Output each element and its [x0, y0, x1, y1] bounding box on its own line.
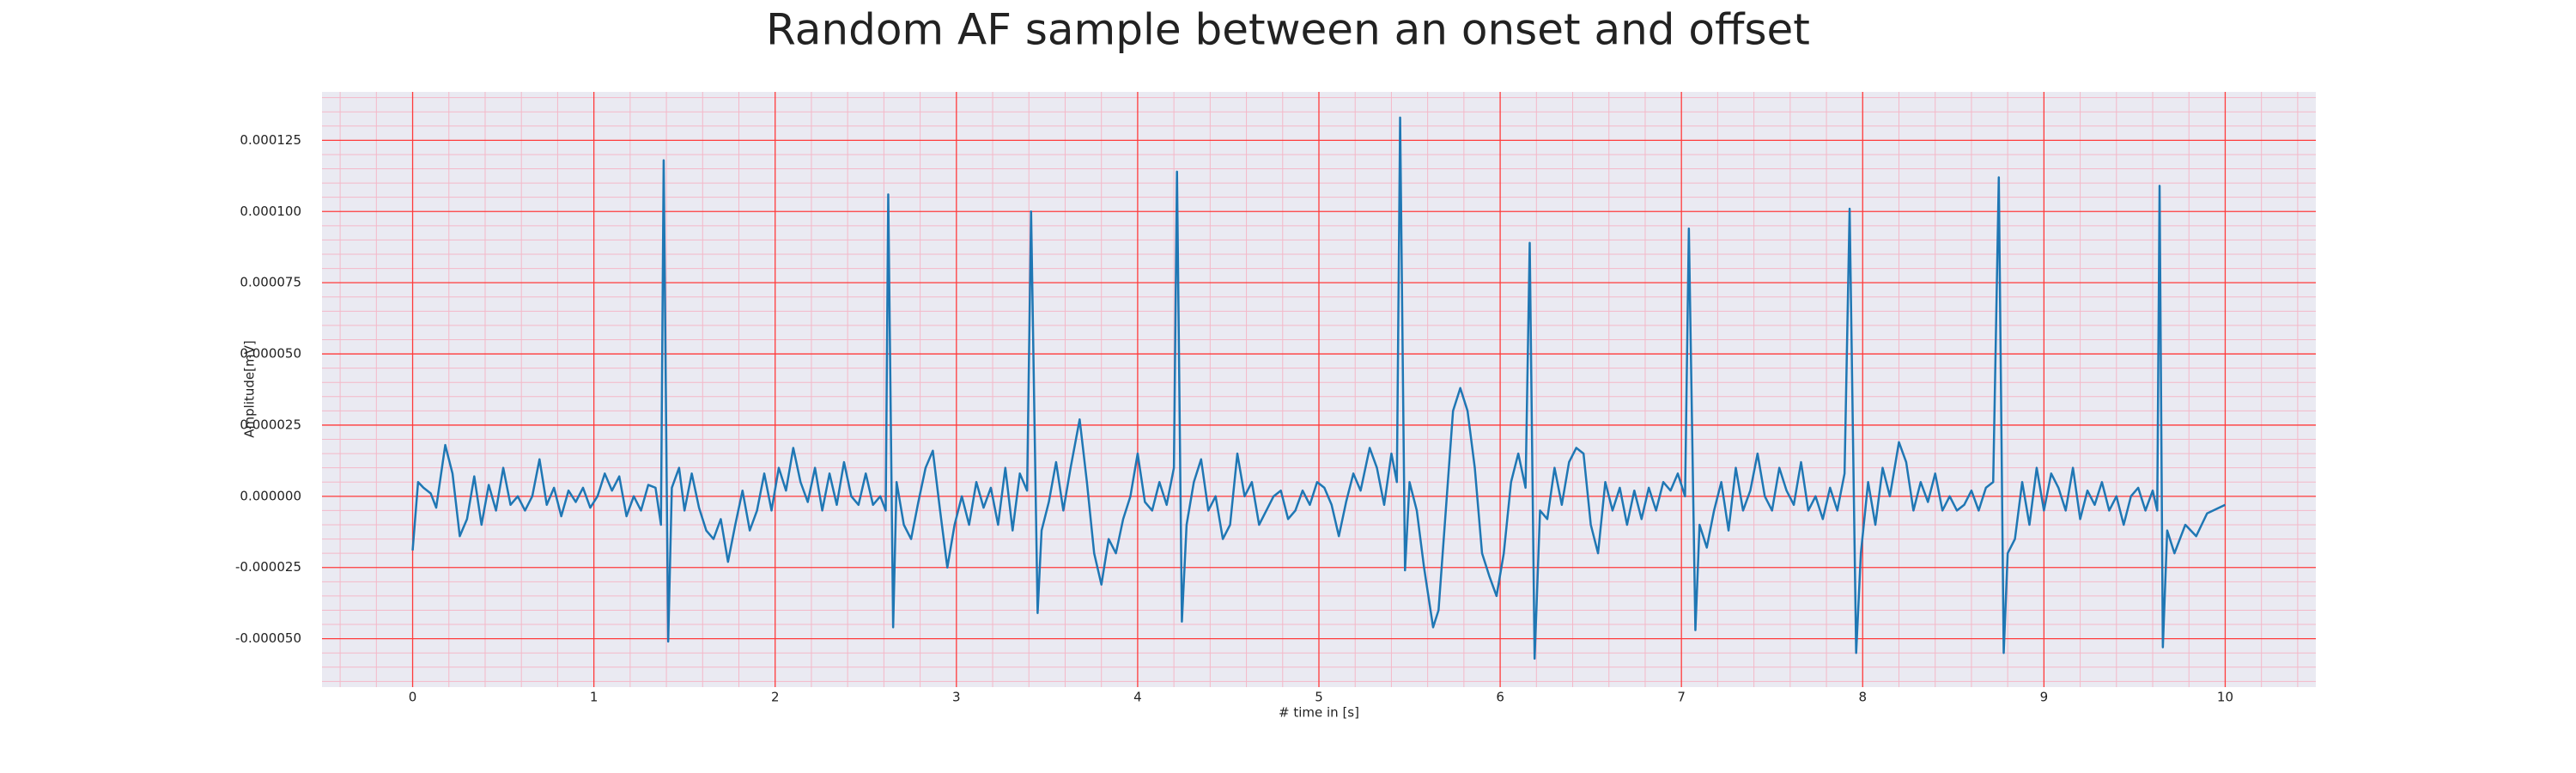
y-tick-label: 0.000050 — [240, 346, 301, 362]
x-tick-label: 1 — [590, 690, 598, 705]
y-tick-label: 0.000000 — [240, 488, 301, 503]
x-tick-label: 6 — [1496, 690, 1504, 705]
chart-title: Random AF sample between an onset and of… — [766, 5, 1810, 55]
x-tick-label: 3 — [952, 690, 961, 705]
y-tick-label: -0.000025 — [235, 559, 301, 575]
x-tick-label: 8 — [1858, 690, 1867, 705]
y-tick-label: 0.000100 — [240, 204, 301, 219]
x-tick-label: 0 — [409, 690, 417, 705]
x-tick-label: 7 — [1677, 690, 1686, 705]
grid — [322, 92, 2316, 687]
x-tick-label: 10 — [2217, 690, 2233, 705]
y-tick-label: 0.000075 — [240, 275, 301, 290]
y-axis-label: Amplitude[mV] — [242, 340, 258, 437]
signal-line — [411, 116, 2226, 660]
x-tick-label: 4 — [1133, 690, 1142, 705]
y-tick-label: 0.000125 — [240, 132, 301, 148]
x-tick-label: 9 — [2040, 690, 2049, 705]
x-tick-label: 2 — [771, 690, 780, 705]
y-tick-label: 0.000025 — [240, 417, 301, 432]
x-tick-label: 5 — [1315, 690, 1323, 705]
x-axis-label: # time in [s] — [1279, 705, 1359, 721]
y-tick-label: -0.000050 — [235, 630, 301, 646]
